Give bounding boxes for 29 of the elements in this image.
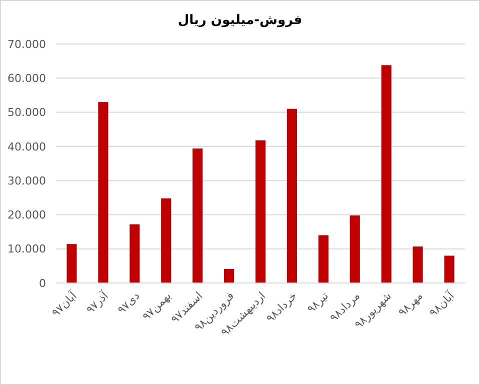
- x-tick-label: مهر۹۸: [396, 289, 426, 319]
- bar: [350, 215, 360, 283]
- bar: [192, 148, 203, 283]
- y-tick-label: 30.000: [8, 174, 46, 188]
- bar: [381, 65, 392, 283]
- x-tick-label: تیر۹۸: [304, 289, 331, 316]
- bar: [255, 140, 266, 283]
- x-tick-label: دی۹۷: [115, 289, 142, 316]
- bar: [161, 198, 172, 283]
- y-tick-label: 20.000: [8, 208, 46, 222]
- bar: [318, 235, 328, 283]
- y-tick-label: 70.000: [8, 38, 46, 51]
- chart-title: فروش-میلیون ریال: [178, 13, 302, 28]
- y-tick-label: 50.000: [8, 106, 46, 120]
- x-tick-label: خرداد۹۸: [264, 289, 300, 326]
- bar: [224, 269, 234, 283]
- x-tick-label: آبان۹۸: [426, 288, 458, 320]
- y-tick-label: 0: [39, 276, 46, 290]
- bar: [98, 102, 108, 283]
- bar: [286, 108, 297, 283]
- bar: [66, 244, 77, 283]
- bar: [444, 256, 454, 283]
- x-tick-label: آبان۹۷: [48, 288, 80, 320]
- bar: [130, 224, 140, 283]
- x-tick-label: آذر۹۷: [83, 288, 112, 316]
- y-tick-label: 60.000: [8, 72, 46, 85]
- bar: [412, 246, 423, 283]
- y-tick-label: 40.000: [8, 140, 46, 154]
- y-tick-label: 10.000: [8, 242, 46, 256]
